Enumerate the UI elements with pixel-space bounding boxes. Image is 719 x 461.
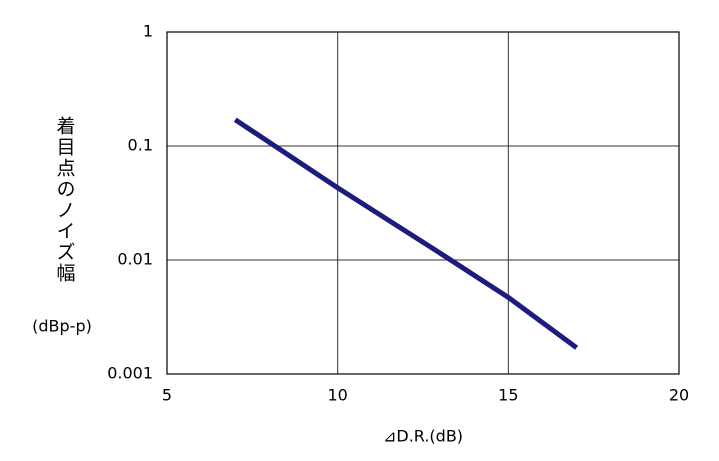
y-axis-label: 着目点のノイズ幅 — [54, 116, 76, 284]
data-line — [233, 117, 579, 350]
x-tick-label: 10 — [327, 386, 347, 405]
x-axis-label: ⊿D.R.(dB) — [383, 427, 463, 446]
x-tick-label: 20 — [669, 386, 689, 405]
y-tick-label: 0.1 — [128, 136, 153, 155]
y-axis-unit: (dBp-p) — [32, 317, 92, 336]
y-tick-label: 0.001 — [107, 364, 153, 383]
y-tick-label: 0.01 — [117, 250, 153, 269]
x-tick-label: 15 — [498, 386, 518, 405]
y-tick-label: 1 — [143, 22, 153, 41]
x-tick-label: 5 — [162, 386, 172, 405]
plot-frame — [166, 31, 680, 375]
